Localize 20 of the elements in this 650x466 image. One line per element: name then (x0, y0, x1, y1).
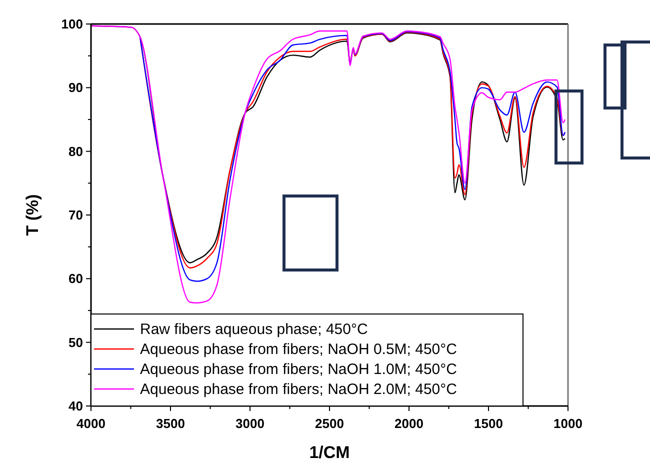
legend-label: Aqueous phase from fibers; NaOH 0.5M; 450°C (140, 341, 458, 358)
y-tick-label: 90 (68, 80, 83, 96)
y-tick-label: 80 (68, 144, 83, 159)
x-tick-label: 2000 (394, 416, 424, 431)
y-axis-title: T (%) (23, 194, 42, 236)
legend-label: Aqueous phase from fibers; NaOH 1.0M; 450°C (140, 361, 458, 378)
x-tick-label: 3500 (156, 416, 185, 431)
legend-label: Aqueous phase from fibers; NaOH 2.0M; 450°C (140, 381, 458, 398)
x-tick-label: 4000 (76, 416, 106, 431)
y-tick-label: 100 (61, 16, 83, 32)
x-tick-label: 1000 (554, 416, 582, 431)
legend-label: Raw fibers aqueous phase; 450°C (140, 321, 368, 338)
y-tick-label: 40 (68, 398, 83, 414)
x-tick-label: 3000 (236, 416, 264, 431)
x-tick-label: 2500 (315, 416, 344, 431)
x-axis-title: 1/CM (309, 443, 350, 462)
y-tick-label: 50 (68, 334, 83, 350)
x-tick-label: 1500 (474, 416, 503, 431)
y-tick-label: 70 (68, 208, 83, 222)
y-tick-label: 60 (68, 271, 83, 286)
